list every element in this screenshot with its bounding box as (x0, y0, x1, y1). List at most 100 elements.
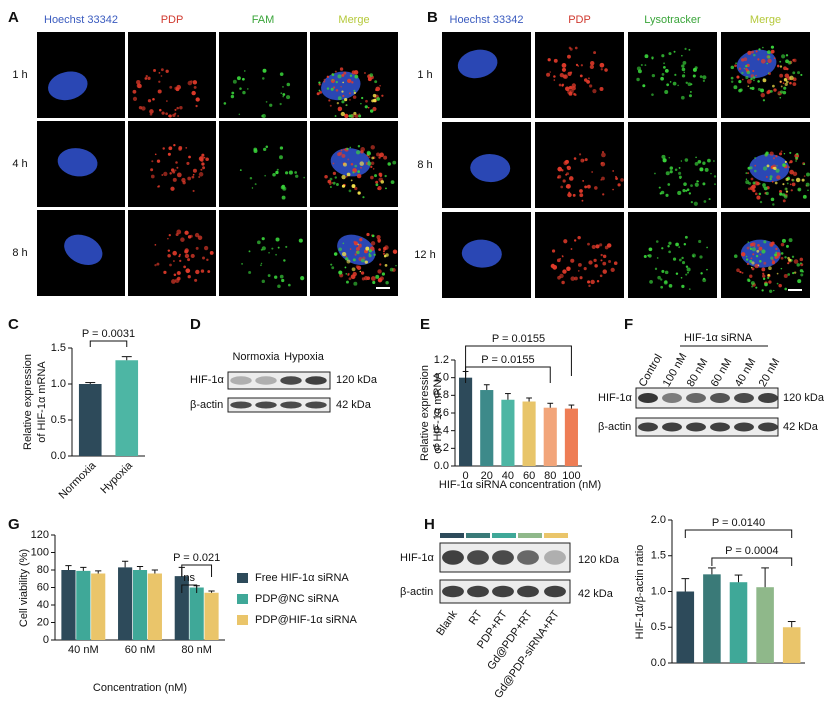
fluorescent-spot (376, 235, 381, 240)
y-tick-label: 0.5 (651, 621, 666, 633)
fluorescent-spot (254, 183, 257, 186)
fluorescent-spot (176, 106, 179, 110)
fluorescent-spot (281, 184, 286, 189)
fluorescent-spot (615, 175, 617, 178)
lane-label: RT (467, 608, 485, 627)
fluorescent-spot (600, 178, 603, 181)
fluorescent-spot (547, 58, 551, 62)
fluorescent-spot (689, 90, 692, 93)
fluorescent-spot (774, 181, 778, 185)
fluorescent-spot (664, 69, 669, 73)
fluorescent-spot (599, 274, 603, 278)
fluorescent-spot (765, 151, 769, 155)
fluorescent-spot (365, 246, 370, 251)
fluorescent-spot (787, 256, 790, 260)
fluorescent-spot (157, 185, 160, 188)
fluorescent-spot (683, 182, 687, 186)
fluorescent-spot (674, 168, 678, 172)
y-tick-label: 0.4 (434, 425, 449, 437)
fluorescent-spot (789, 81, 792, 85)
fluorescent-spot (773, 57, 776, 60)
fluorescent-spot (337, 74, 342, 79)
fluorescent-spot (382, 252, 386, 255)
fluorescent-spot (695, 156, 697, 159)
y-tick-label: 0.6 (434, 407, 449, 419)
y-tick-label: 0.5 (51, 414, 66, 426)
fluorescent-spot (177, 271, 181, 275)
y-axis-label: of HIF-1α mRNA (36, 361, 48, 443)
fluorescent-spot (370, 276, 376, 281)
fluorescent-spot (360, 150, 364, 154)
fluorescent-spot (682, 61, 687, 65)
fluorescent-spot (378, 248, 381, 251)
fluorescent-spot (770, 197, 775, 202)
fluorescent-spot (253, 147, 258, 152)
fluorescent-spot (343, 71, 347, 75)
fluorescent-spot (792, 272, 795, 275)
fluorescent-spot (154, 263, 157, 267)
fluorescent-spot (669, 170, 673, 174)
fluorescent-spot (745, 64, 748, 68)
nucleus (57, 148, 98, 177)
fluorescent-spot (294, 171, 298, 174)
fluorescent-spot (180, 237, 185, 242)
panel-letter: A (8, 9, 19, 26)
fluorescent-spot (553, 75, 556, 78)
fluorescent-spot (195, 269, 200, 275)
fluorescent-spot (780, 267, 783, 270)
fluorescent-spot (769, 151, 774, 156)
fluorescent-spot (334, 115, 337, 117)
fluorescent-spot (286, 95, 291, 100)
fluorescent-spot (772, 203, 775, 206)
fluorescent-spot (666, 83, 670, 87)
fluorescent-spot (669, 166, 674, 170)
fluorescent-spot (594, 264, 598, 268)
fluorescent-spot (577, 269, 580, 272)
fluorescent-spot (244, 70, 246, 72)
microscopy-image (628, 32, 717, 118)
fluorescent-spot (684, 235, 688, 239)
fluorescent-spot (579, 276, 583, 280)
fluorescent-spot (667, 183, 671, 186)
fluorescent-spot (364, 105, 368, 109)
fluorescent-spot (803, 175, 806, 177)
fluorescent-spot (692, 67, 697, 72)
fluorescent-spot (318, 89, 321, 92)
fluorescent-spot (318, 83, 321, 86)
fluorescent-spot (192, 189, 195, 193)
error-bar (95, 570, 102, 574)
fluorescent-spot (772, 84, 775, 88)
fluorescent-spot (174, 169, 177, 172)
fluorescent-spot (282, 93, 286, 96)
fluorescent-spot (166, 100, 168, 102)
fluorescent-spot (349, 146, 352, 149)
fluorescent-spot (192, 80, 198, 85)
fluorescent-spot (793, 259, 799, 264)
fluorescent-spot (261, 113, 266, 119)
blot-band (686, 393, 706, 403)
fluorescent-spot (781, 238, 786, 243)
fluorescent-spot (563, 160, 568, 166)
fluorescent-spot (175, 233, 179, 237)
fluorescent-spot (251, 187, 254, 189)
fluorescent-spot (179, 105, 183, 110)
fluorescent-spot (757, 87, 761, 91)
fluorescent-spot (762, 277, 766, 281)
fluorescent-spot (796, 263, 801, 267)
fluorescent-spot (236, 76, 241, 81)
fluorescent-spot (353, 89, 356, 92)
fluorescent-spot (176, 166, 179, 169)
fluorescent-spot (577, 235, 581, 240)
fluorescent-spot (660, 278, 663, 281)
fluorescent-spot (769, 242, 774, 247)
fluorescent-spot (348, 114, 352, 118)
row-label: β-actin (400, 586, 433, 598)
fluorescent-spot (708, 198, 711, 201)
significance-label: P = 0.0031 (82, 328, 135, 340)
fluorescent-spot (785, 80, 789, 84)
row-label: HIF-1α (190, 374, 225, 386)
lane-label: 80 nM (685, 356, 711, 388)
fluorescent-spot (690, 184, 693, 187)
fluorescent-spot (157, 89, 162, 94)
fluorescent-spot (661, 269, 665, 273)
